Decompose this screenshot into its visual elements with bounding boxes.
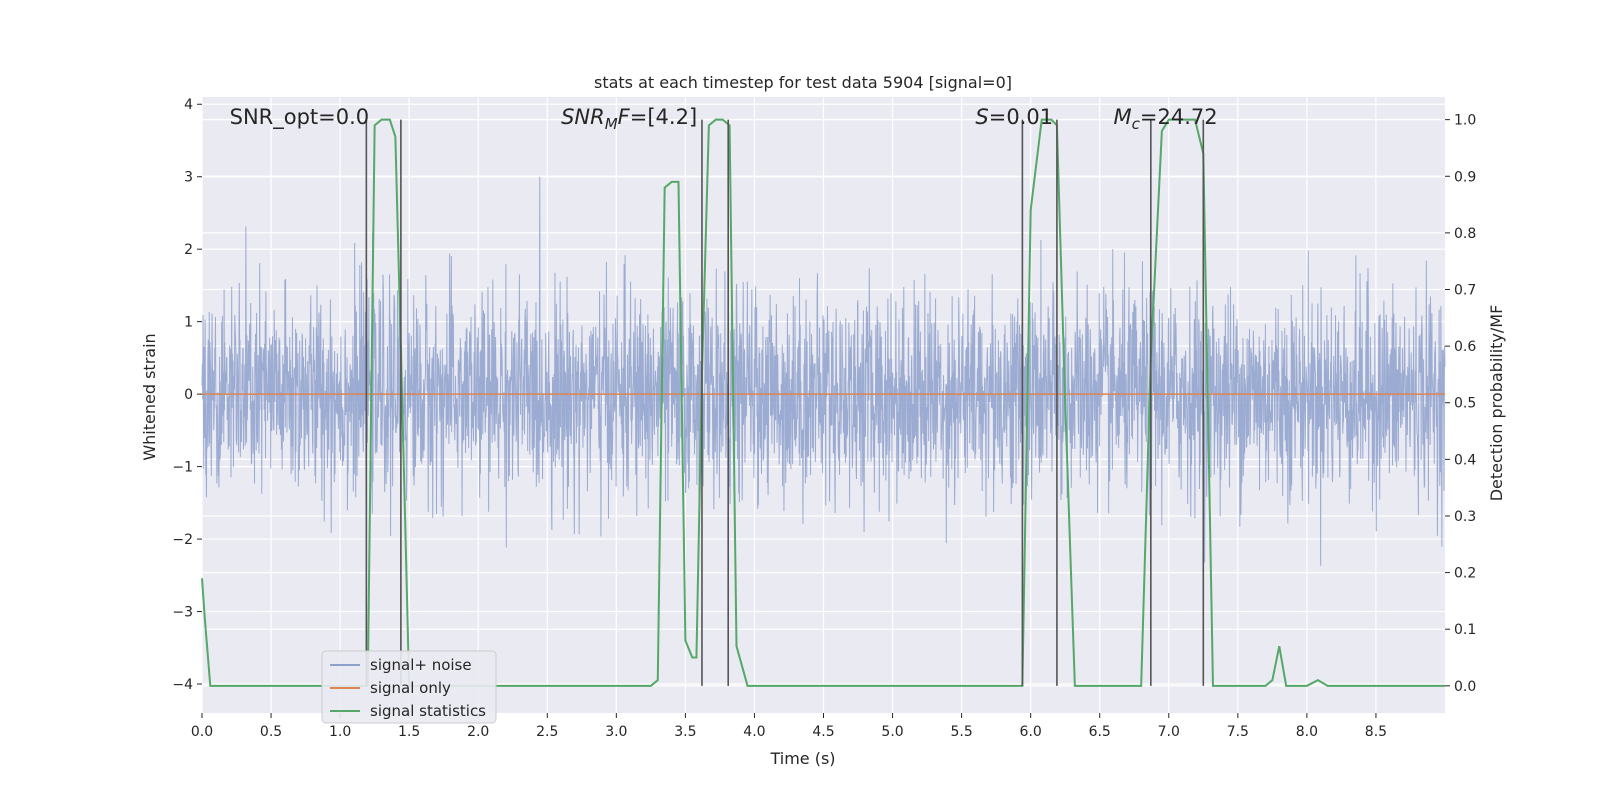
y2-tick-label: 1.0	[1454, 113, 1476, 129]
y-tick-label: 3	[184, 170, 193, 186]
x-tick-label: 7.0	[1158, 724, 1180, 740]
noise-series	[201, 176, 1446, 566]
y-tick-label: 0	[184, 387, 193, 403]
x-axis-label: Time (s)	[769, 749, 835, 768]
y2-tick-label: 0.4	[1454, 452, 1476, 468]
y-axis-label: Whitened strain	[140, 333, 159, 460]
axes-ticks: 0.0 0.5 1.0 1.5 2.0 2.5 3.0 3.5 4.0 4.5 5.0 5.5 6.0 6…	[172, 97, 1476, 740]
y-tick-label: −2	[172, 532, 193, 548]
event-markers	[365, 119, 1205, 686]
chart-title: stats at each timestep for test data 590…	[594, 73, 1012, 92]
x-tick-label: 5.5	[950, 724, 972, 740]
x-tick-label: 0.5	[260, 724, 282, 740]
x-tick-label: 5.0	[881, 724, 903, 740]
x-tick-label: 3.5	[674, 724, 696, 740]
y-tick-label: 1	[184, 315, 193, 331]
annotation-s: S=0.01	[975, 105, 1053, 129]
y-tick-label: −3	[172, 605, 193, 621]
noise-line	[201, 176, 1446, 566]
y-tick-label: −4	[172, 677, 193, 693]
annotations: SNR_opt=0.0 SNRMF=[4.2] S=0.01 Mc=24.72	[230, 105, 1218, 133]
x-tick-label: 3.0	[605, 724, 627, 740]
x-tick-label: 4.5	[812, 724, 834, 740]
y2-tick-label: 0.6	[1454, 339, 1476, 355]
annotation-snr-mf: SNRMF=[4.2]	[561, 105, 697, 133]
legend-label: signal statistics	[370, 702, 486, 720]
x-tick-label: 1.5	[398, 724, 420, 740]
y2-axis-label: Detection probability/MF	[1487, 305, 1506, 502]
y2-tick-label: 0.1	[1454, 622, 1476, 638]
legend-label: signal+ noise	[370, 656, 472, 674]
x-tick-label: 2.0	[467, 724, 489, 740]
x-tick-label: 4.0	[743, 724, 765, 740]
y-tick-label: −1	[172, 460, 193, 476]
x-tick-label: 7.5	[1227, 724, 1249, 740]
legend-box	[321, 650, 497, 724]
legend: signal+ noise signal only signal statistic…	[321, 650, 497, 724]
y2-tick-label: 0.9	[1454, 169, 1476, 185]
annotation-mc: Mc=24.72	[1114, 105, 1218, 133]
x-tick-label: 8.0	[1296, 724, 1318, 740]
annotation-snr-opt: SNR_opt=0.0	[230, 105, 370, 130]
y2-tick-label: 0.0	[1454, 679, 1476, 695]
legend-label: signal only	[370, 679, 451, 697]
y-tick-label: 4	[184, 97, 193, 113]
x-tick-label: 6.5	[1089, 724, 1111, 740]
x-tick-label: 6.0	[1020, 724, 1042, 740]
y2-tick-label: 0.2	[1454, 566, 1476, 582]
x-tick-label: 1.0	[329, 724, 351, 740]
x-tick-label: 2.5	[536, 724, 558, 740]
y-tick-label: 2	[184, 242, 193, 258]
y2-tick-label: 0.7	[1454, 283, 1476, 299]
y2-tick-label: 0.5	[1454, 396, 1476, 412]
signal-statistics-line	[201, 118, 1445, 687]
x-tick-label: 0.0	[191, 724, 213, 740]
y2-tick-label: 0.3	[1454, 509, 1476, 525]
x-tick-label: 8.5	[1365, 724, 1387, 740]
y2-tick-label: 0.8	[1454, 226, 1476, 242]
signal-statistics-series	[201, 118, 1445, 687]
